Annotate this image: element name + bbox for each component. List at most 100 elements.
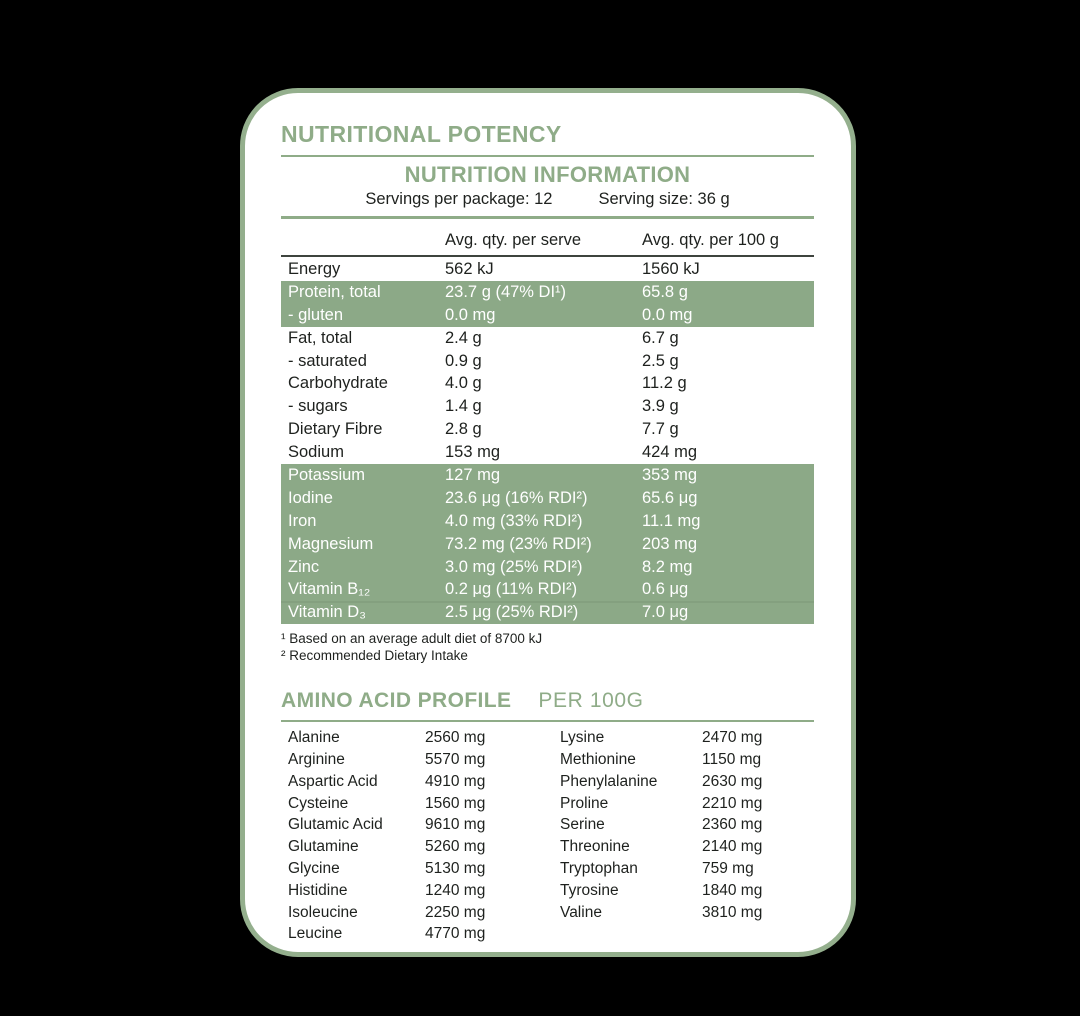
column-header-per-serve: Avg. qty. per serve: [445, 231, 582, 249]
amino-title: AMINO ACID PROFILE: [281, 689, 512, 713]
amino-value: 4910 mg: [425, 772, 486, 790]
row-label: Vitamin D₃: [288, 603, 366, 622]
amino-table: Alanine 2560 mg Lysine 2470 mg Arginine 5570 …: [281, 727, 814, 945]
amino-value: 1560 mg: [425, 794, 486, 812]
amino-name: Valine: [560, 903, 602, 921]
row-value-per-100g: 6.7 g: [642, 328, 679, 347]
amino-name: Threonine: [560, 838, 630, 856]
row-value-per-serve: 2.5 μg (25% RDI²): [445, 603, 579, 622]
row-label: Carbohydrate: [288, 374, 388, 393]
row-value-per-serve: 2.8 g: [445, 420, 482, 439]
amino-subtitle: PER 100G: [538, 689, 644, 713]
amino-value: 5130 mg: [425, 860, 486, 878]
amino-name: Glutamic Acid: [288, 816, 383, 834]
amino-value: 759 mg: [702, 860, 754, 878]
amino-value: 2630 mg: [702, 772, 763, 790]
amino-value: 2470 mg: [702, 729, 763, 747]
amino-value: 2210 mg: [702, 794, 763, 812]
amino-value: 2250 mg: [425, 903, 486, 921]
nutrition-table: Energy 562 kJ 1560 kJ Protein, total 23.7 g …: [281, 258, 814, 625]
row-label: Magnesium: [288, 534, 374, 553]
title-divider: [281, 155, 814, 157]
table-row: Zinc 3.0 mg (25% RDI²) 8.2 mg: [281, 555, 814, 579]
table-row: Potassium 127 mg 353 mg: [281, 464, 814, 487]
footnote: ¹ Based on an average adult diet of 8700…: [281, 631, 543, 647]
amino-row: Glutamic Acid 9610 mg Serine 2360 mg: [281, 814, 814, 836]
row-label: - gluten: [288, 305, 344, 324]
row-value-per-serve: 127 mg: [445, 466, 501, 485]
row-value-per-100g: 65.6 μg: [642, 488, 698, 507]
row-value-per-serve: 73.2 mg (23% RDI²): [445, 534, 592, 553]
row-label: - saturated: [288, 351, 367, 370]
row-value-per-100g: 353 mg: [642, 466, 698, 485]
column-header-per-100g: Avg. qty. per 100 g: [642, 231, 779, 249]
amino-row: Arginine 5570 mg Methionine 1150 mg: [281, 749, 814, 771]
amino-value: 1840 mg: [702, 881, 763, 899]
row-value-per-serve: 2.4 g: [445, 328, 482, 347]
amino-value: 1240 mg: [425, 881, 486, 899]
amino-name: Serine: [560, 816, 605, 834]
amino-header: AMINO ACID PROFILE PER 100G: [281, 689, 814, 713]
amino-value: 5260 mg: [425, 838, 486, 856]
table-row: Fat, total 2.4 g 6.7 g: [281, 327, 814, 350]
row-value-per-serve: 562 kJ: [445, 260, 494, 278]
table-row: - saturated 0.9 g 2.5 g: [281, 350, 814, 373]
amino-value: 2140 mg: [702, 838, 763, 856]
amino-row: Leucine 4770 mg: [281, 923, 814, 945]
servings-divider: [281, 216, 814, 219]
row-label: Vitamin B₁₂: [288, 580, 371, 599]
table-row: Carbohydrate 4.0 g 11.2 g: [281, 372, 814, 395]
serving-size: Serving size: 36 g: [598, 190, 730, 208]
amino-name: Proline: [560, 794, 609, 812]
header-divider: [281, 255, 814, 257]
row-label: Potassium: [288, 466, 366, 485]
row-value-per-serve: 1.4 g: [445, 397, 482, 416]
table-row: Energy 562 kJ 1560 kJ: [281, 258, 814, 281]
amino-name: Phenylalanine: [560, 772, 658, 790]
amino-value: 9610 mg: [425, 816, 486, 834]
row-value-per-serve: 4.0 mg (33% RDI²): [445, 511, 583, 530]
row-value-per-100g: 7.7 g: [642, 420, 679, 439]
row-label: - sugars: [288, 397, 348, 416]
row-label: Energy: [288, 260, 341, 278]
amino-value: 3810 mg: [702, 903, 763, 921]
amino-name: Histidine: [288, 881, 348, 899]
row-value-per-100g: 1560 kJ: [642, 260, 700, 278]
row-value-per-100g: 2.5 g: [642, 351, 679, 370]
amino-name: Aspartic Acid: [288, 772, 378, 790]
amino-name: Cysteine: [288, 794, 349, 812]
row-label: Protein, total: [288, 282, 381, 301]
amino-row: Alanine 2560 mg Lysine 2470 mg: [281, 727, 814, 749]
row-value-per-serve: 153 mg: [445, 443, 501, 462]
amino-value: [702, 923, 814, 945]
page-title: NUTRITIONAL POTENCY: [281, 121, 562, 147]
row-value-per-serve: 0.9 g: [445, 351, 482, 370]
amino-row: Glutamine 5260 mg Threonine 2140 mg: [281, 836, 814, 858]
row-value-per-100g: 203 mg: [642, 534, 698, 553]
table-row: Dietary Fibre 2.8 g 7.7 g: [281, 418, 814, 441]
amino-name: Tyrosine: [560, 881, 619, 899]
row-label: Iron: [288, 511, 317, 530]
amino-value: 2360 mg: [702, 816, 763, 834]
row-value-per-100g: 3.9 g: [642, 397, 679, 416]
row-value-per-100g: 0.6 μg: [642, 580, 689, 599]
row-value-per-serve: 3.0 mg (25% RDI²): [445, 557, 583, 576]
amino-name: [560, 923, 702, 945]
amino-name: Alanine: [288, 729, 340, 747]
amino-value: 4770 mg: [425, 925, 486, 943]
table-row: Sodium 153 mg 424 mg: [281, 441, 814, 464]
servings-row: Servings per package: 12 Serving size: 3…: [281, 190, 814, 213]
table-row: Iodine 23.6 μg (16% RDI²) 65.6 μg: [281, 486, 814, 510]
footnote: ² Recommended Dietary Intake: [281, 647, 468, 663]
row-value-per-100g: 11.2 g: [642, 374, 687, 393]
column-header-row: Avg. qty. per serve Avg. qty. per 100 g: [281, 219, 814, 255]
amino-name: Tryptophan: [560, 860, 638, 878]
amino-name: Methionine: [560, 751, 636, 769]
table-row: - gluten 0.0 mg 0.0 mg: [281, 303, 814, 327]
footnotes: ¹ Based on an average adult diet of 8700…: [281, 631, 814, 664]
row-label: Sodium: [288, 443, 344, 462]
amino-name: Glutamine: [288, 838, 359, 856]
row-value-per-100g: 65.8 g: [642, 282, 688, 301]
row-value-per-100g: 7.0 μg: [642, 603, 689, 622]
